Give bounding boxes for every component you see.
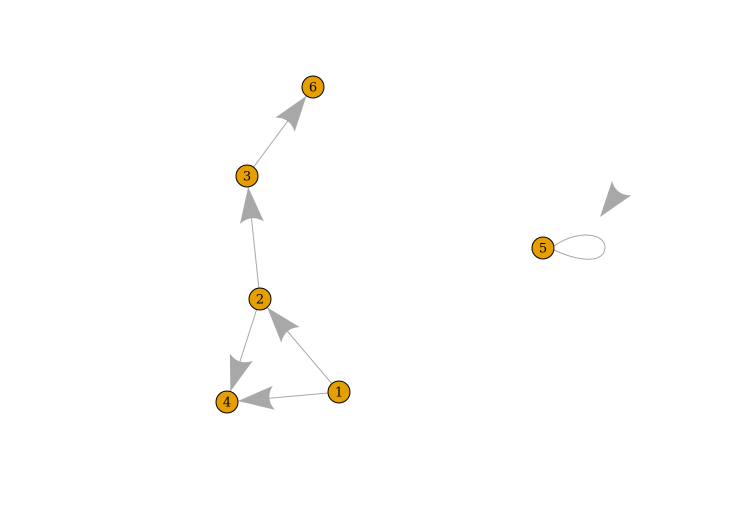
node-1[interactable]: 1: [327, 380, 351, 404]
node-label-5: 5: [539, 242, 547, 257]
node-6[interactable]: 6: [301, 75, 325, 99]
edge-1-2: [266, 307, 333, 384]
node-circle-6: [301, 75, 325, 99]
node-5[interactable]: 5: [531, 236, 555, 260]
node-circle-4: [215, 390, 239, 414]
arrowhead-2-4: [229, 353, 253, 392]
node-label-2: 2: [256, 293, 264, 308]
edge-2-4: [229, 309, 258, 392]
node-circle-3: [235, 164, 259, 188]
edges-layer: [229, 95, 632, 410]
edge-3-6: [253, 95, 307, 168]
edge-5-5: [553, 181, 632, 260]
arrowhead-1-4: [237, 385, 275, 410]
node-circle-1: [327, 380, 351, 404]
node-label-4: 4: [223, 396, 231, 411]
edge-1-4: [237, 385, 329, 410]
nodes-layer: 1 2 3 4 5 6: [215, 75, 555, 414]
arrowhead-1-2: [267, 307, 300, 343]
edge-line-5-5: [553, 234, 606, 260]
arrowhead-2-3: [240, 186, 264, 225]
node-label-1: 1: [335, 386, 343, 401]
arrowhead-3-6: [275, 95, 307, 132]
node-label-6: 6: [309, 81, 317, 96]
node-2[interactable]: 2: [248, 287, 272, 311]
node-circle-5: [531, 236, 555, 260]
node-label-3: 3: [243, 170, 251, 185]
node-4[interactable]: 4: [215, 390, 239, 414]
edge-2-3: [240, 186, 264, 289]
node-3[interactable]: 3: [235, 164, 259, 188]
arrowhead-5-5: [600, 181, 632, 217]
node-circle-2: [248, 287, 272, 311]
